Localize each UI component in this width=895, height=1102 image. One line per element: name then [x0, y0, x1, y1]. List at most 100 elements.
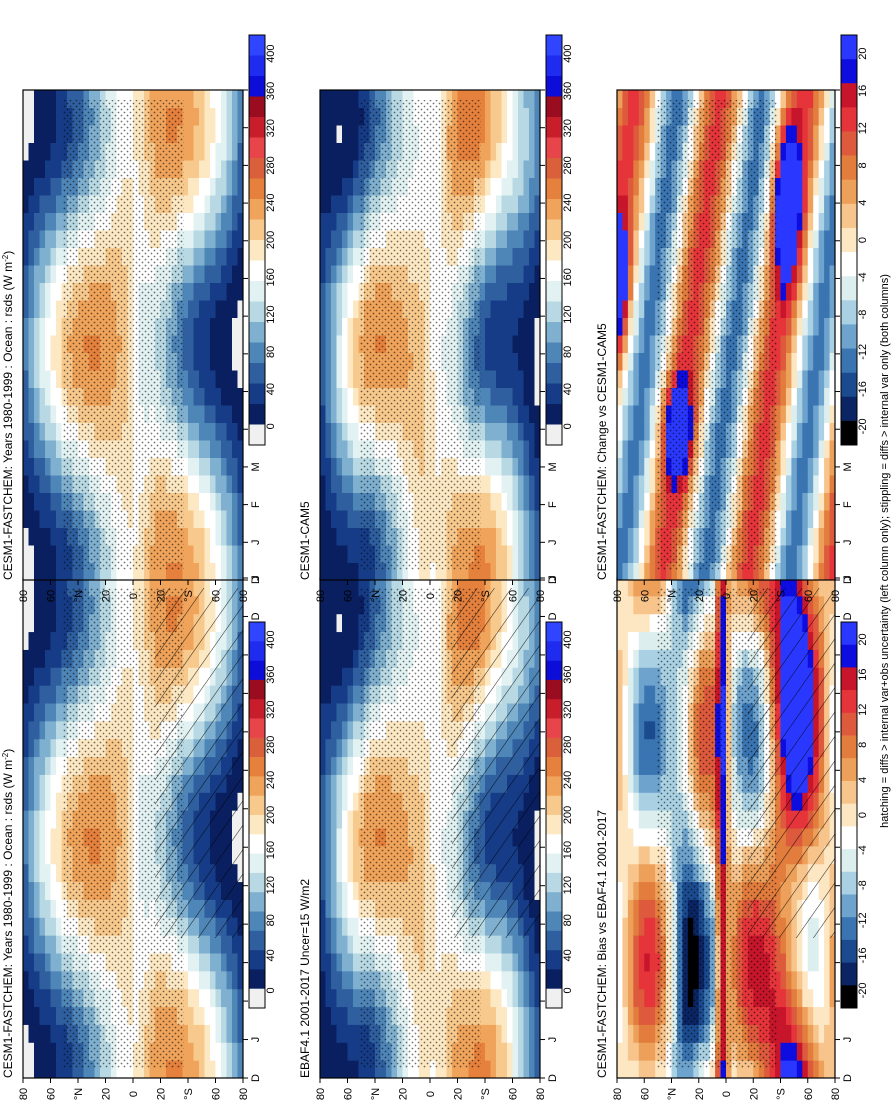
lat-tick: °N: [667, 590, 679, 602]
colorbar-label: 360: [562, 82, 574, 100]
colorbar-label: -8: [857, 880, 869, 890]
lat-tick: 80: [830, 1088, 842, 1100]
colorbar-label: 20: [857, 633, 869, 645]
colorbar-label: 120: [562, 876, 574, 894]
lat-tick: °S: [183, 1088, 195, 1100]
hatching: [452, 588, 540, 938]
colorbar-label: 80: [265, 346, 277, 358]
lat-tick: 0: [721, 593, 733, 599]
lat-tick: 20: [398, 590, 410, 602]
colorbar-label: 120: [265, 876, 277, 894]
colorbar-label: 400: [265, 44, 277, 62]
lat-tick: 60: [639, 590, 651, 602]
lat-tick: 20: [748, 590, 760, 602]
month-tick: M: [547, 462, 559, 471]
month-tick: D: [547, 612, 559, 620]
colorbar-label: 360: [562, 665, 574, 683]
colorbar-label: 320: [265, 119, 277, 137]
colorbar-label: 80: [562, 346, 574, 358]
colorbar-label: 280: [562, 156, 574, 174]
colorbar-label: 80: [562, 914, 574, 926]
stippling: [63, 100, 184, 570]
lat-tick: 80: [238, 1088, 250, 1100]
lat-tick: °N: [73, 590, 85, 602]
lat-tick: °N: [370, 1088, 382, 1100]
colorbar-label: 360: [265, 82, 277, 100]
colorbar-label: -20: [857, 983, 869, 999]
panel-model-copy: CESM1-FASTCHEM: Years 1980-1999 : Ocean …: [1, 34, 277, 602]
lat-tick: 0: [721, 1091, 733, 1097]
lat-tick: 60: [211, 590, 223, 602]
month-tick: J: [842, 1037, 854, 1043]
panel-model-1980-1999: CESM1-FASTCHEM: Years 1980-1999 : Ocean …: [1, 575, 278, 1100]
hatching: [747, 588, 835, 938]
lat-tick: 20: [101, 590, 113, 602]
lat-tick: 80: [18, 1088, 30, 1100]
month-tick: J: [547, 1037, 559, 1043]
lat-tick: 20: [453, 1088, 465, 1100]
colorbar-label: 16: [857, 669, 869, 681]
panel-bias-vs-ebaf: CESM1-FASTCHEM: Bias vs EBAF4.1 2001-201…: [595, 575, 869, 1100]
colorbar-label: 0: [265, 423, 277, 429]
panel-cam5: CESM1-CAM5DJFMAMJJASONDJ8060°N20020°S608…: [298, 34, 574, 602]
month-tick: F: [547, 501, 559, 508]
stippling: [360, 100, 481, 570]
colorbar-label: 200: [265, 231, 277, 249]
colorbar-label: -16: [857, 947, 869, 963]
colorbar-label: 4: [857, 777, 869, 783]
panels-layer: CESM1-FASTCHEM: Years 1980-1999 : Ocean …: [1, 34, 869, 1100]
panel-title: CESM1-FASTCHEM: Years 1980-1999 : Ocean …: [1, 749, 16, 1078]
lat-tick: 0: [425, 1091, 437, 1097]
lat-tick: 60: [343, 1088, 355, 1100]
colorbar-label: 0: [265, 987, 277, 993]
colorbar-label: 20: [857, 48, 869, 60]
colorbar-label: 320: [265, 701, 277, 719]
colorbar: 20 16 12 8 4 0 -4 -8 -12 -16 -20: [840, 621, 869, 1009]
colorbar-label: -8: [857, 310, 869, 320]
lat-tick: 80: [612, 590, 624, 602]
colorbar-label: 8: [857, 162, 869, 168]
month-tick: D: [842, 1074, 854, 1082]
colorbar-label: -4: [857, 272, 869, 282]
colorbar-label: -12: [857, 912, 869, 928]
lat-tick: °S: [776, 590, 788, 602]
colorbar-label: 240: [265, 771, 277, 789]
panel-change-vs-cam5: CESM1-FASTCHEM: Change vs CESM1-CAM5 DJFM…: [595, 34, 869, 602]
colorbar-label: 80: [265, 914, 277, 926]
colorbar-label: 280: [562, 736, 574, 754]
colorbar-label: 240: [265, 194, 277, 212]
colorbar-label: 160: [562, 841, 574, 859]
lat-tick: 80: [315, 590, 327, 602]
colorbar-label: 8: [857, 742, 869, 748]
stippling: [657, 100, 777, 570]
lat-tick: °S: [480, 1088, 492, 1100]
month-tick: J: [547, 575, 559, 581]
colorbar-label: 12: [857, 704, 869, 716]
month-tick: F: [842, 501, 854, 508]
month-tick: D: [250, 612, 262, 620]
footnote: hatching = diffs > internal var+obs unce…: [879, 274, 891, 828]
month-tick: D: [250, 1074, 262, 1082]
colorbar-label: -20: [857, 418, 869, 434]
lat-tick: 60: [508, 1088, 520, 1100]
lat-tick: °S: [480, 590, 492, 602]
colorbar-label: 200: [562, 806, 574, 824]
colorbar-label: 0: [562, 423, 574, 429]
colorbar-label: 240: [562, 194, 574, 212]
month-tick: J: [250, 1037, 262, 1043]
lat-tick: 60: [46, 1088, 58, 1100]
panel-title: CESM1-FASTCHEM: Change vs CESM1-CAM5: [595, 323, 609, 580]
hatching: [155, 588, 243, 938]
lat-tick: °N: [73, 1088, 85, 1100]
lat-tick: 20: [748, 1088, 760, 1100]
colorbar-label: 40: [562, 949, 574, 961]
colorbar-label: 160: [562, 268, 574, 286]
colorbar-label: 360: [265, 665, 277, 683]
panel-title: EBAF4.1 2001-2017 Uncer=15 W/m2: [298, 879, 312, 1078]
panel-obs-ebaf: EBAF4.1 2001-2017 Uncer=15 W/m2DJFMAMJJA…: [298, 575, 574, 1100]
month-tick: F: [250, 501, 262, 508]
lat-tick: 60: [803, 590, 815, 602]
month-tick: J: [547, 540, 559, 546]
